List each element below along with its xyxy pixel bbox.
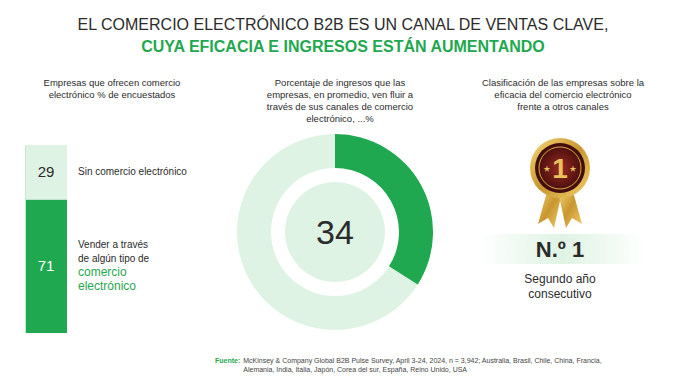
title-line-2: CUYA EFICACIA E INGRESOS ESTÁN AUMENTAND… [141,37,545,55]
series-label: Sin comercio electrónico [78,166,187,177]
ranking-panel: Clasificación de las empresas sobre laef… [480,77,645,301]
bar-title-line: Empresas que ofrecen comercio [44,77,181,88]
rank-band [480,234,645,264]
rank-note: Segundo añoconsecutivo [524,272,596,301]
background [0,0,686,386]
donut-title-line: través de sus canales de comercio [267,101,413,112]
medal-inner-ring [539,147,581,189]
rank-note-line: Segundo año [524,272,596,286]
series-label: Vender a través de algún tipo decomercioe… [78,239,150,293]
bar-title: Empresas que ofrecen comercioelectrónico… [44,77,181,100]
source-label: Fuente: [215,357,240,364]
medal-face [535,143,585,193]
chart-root: EL COMERCIO ELECTRÓNICO B2B ES UN CANAL … [0,0,686,386]
donut-title-line: Porcentaje de ingresos que las [275,77,406,88]
medal-star [544,165,551,171]
bar-panel: Empresas que ofrecen comercioelectrónico… [25,77,187,334]
medal-star [570,165,577,171]
title-line-1: EL COMERCIO ELECTRÓNICO B2B ES UN CANAL … [78,15,609,33]
donut-title-line: empresas, en promedio, ven fluir a [267,89,414,100]
ranking-title: Clasificación de las empresas sobre laef… [482,77,645,112]
svg-root: EL COMERCIO ELECTRÓNICO B2B ES UN CANAL … [0,0,686,386]
y-axis [25,146,26,334]
rank-label: N.º 1 [536,237,584,262]
source-line: McKinsey & Company Global B2B Pulse Surv… [243,357,601,365]
donut-center [285,182,385,282]
bar-segment [25,145,67,200]
medal-number: 1 [552,153,568,184]
ranking-title-line: Clasificación de las empresas sobre la [482,77,645,88]
bar-title-line: electrónico % de encuestados [49,89,176,100]
bar-segment [25,200,67,333]
series-label-line: Sin comercio electrónico [78,166,187,177]
bar-data-label: 29 [38,163,55,180]
donut-track [237,134,433,330]
medal-rim [530,138,590,198]
bar-data-label: 71 [38,257,55,274]
series-label-line: de algún tipo de [78,253,150,264]
source-line: Alemania, India, Italia, Japón, Corea de… [243,366,467,374]
medal: 1 [530,138,590,228]
source: Fuente:McKinsey & Company Global B2B Pul… [215,357,602,374]
donut-group: 34 [237,134,433,330]
series-label-line: Vender a través [78,239,148,250]
ranking-title-line: eficacia del comercio electrónico [494,89,631,100]
donut-panel: Porcentaje de ingresos que lasempresas, … [237,77,433,330]
source-text: Fuente:McKinsey & Company Global B2B Pul… [215,357,602,365]
series-label-line: comercio [78,265,127,279]
donut-title: Porcentaje de ingresos que lasempresas, … [267,77,414,124]
series-label-line: electrónico [78,279,136,293]
bar-marks [25,145,67,333]
ranking-title-line: frente a otros canales [517,101,609,112]
donut-value: 34 [316,213,354,251]
donut-title-line: electrónico, ...% [306,113,374,124]
bar-labels: 71 Vender a través de algún tipo decomerci… [38,163,188,293]
y-axis-line [25,146,26,334]
rank-note-line: consecutivo [528,287,592,301]
